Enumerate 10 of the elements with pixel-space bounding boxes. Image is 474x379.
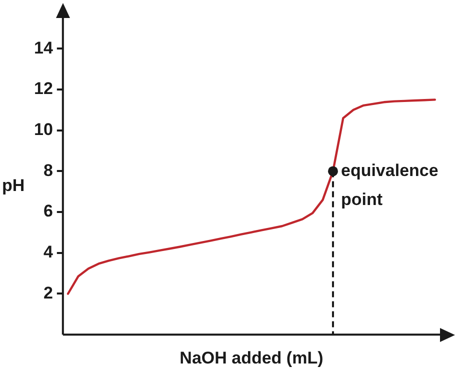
y-tick-label: 6 [43,202,53,221]
y-tick-label: 2 [43,283,53,302]
y-axis-title: pH [2,176,25,195]
y-tick-label: 10 [34,120,53,140]
y-tick-label: 14 [34,38,54,58]
y-tick-label: 4 [43,242,54,262]
annotation: equivalence point [340,160,438,209]
y-tick-label: 12 [34,79,53,98]
x-axis-title: NaOH added (mL) [180,348,324,368]
y-tick-label: 8 [43,160,53,180]
